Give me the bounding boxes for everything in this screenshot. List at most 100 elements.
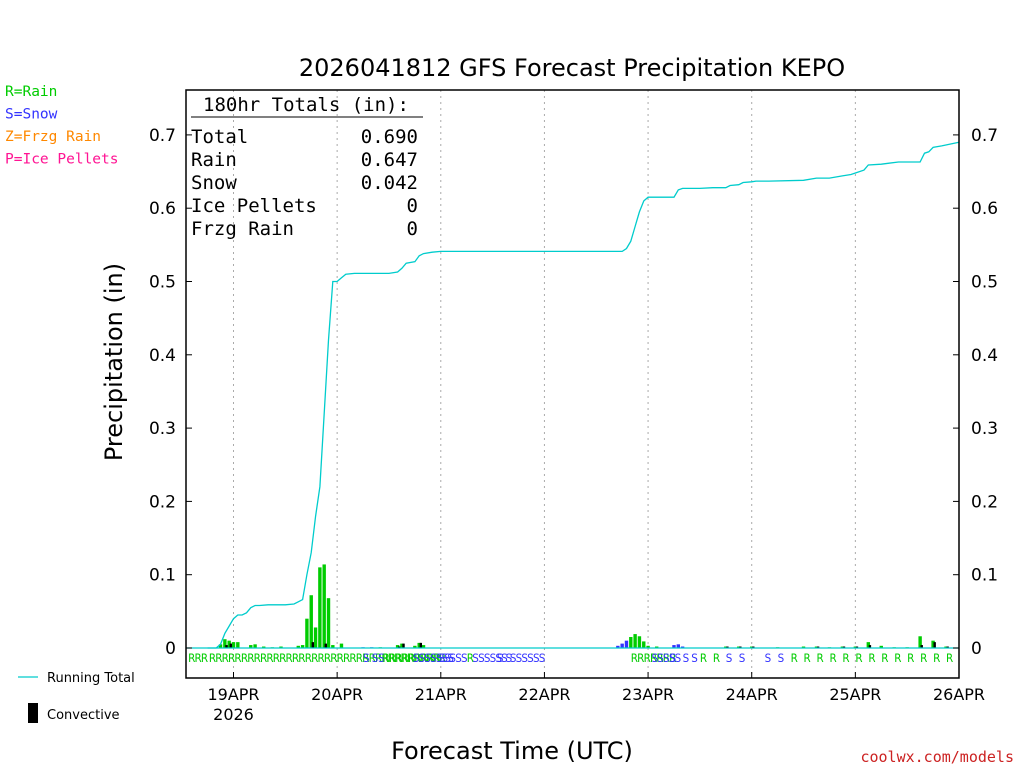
convective-bar-9 [752, 646, 755, 648]
precip-type-mark-29: R [842, 651, 849, 665]
y-tick-label-right: 0.4 [971, 346, 998, 366]
precip-type-mark-11: S [497, 651, 503, 665]
precip-type-mark-26: R [804, 651, 811, 665]
precip-type-mark-20: R [713, 651, 720, 665]
precip-bar-44 [801, 646, 806, 648]
precip-bar-12 [305, 618, 309, 648]
precip-type-mark-8: SSS [449, 651, 467, 665]
running-total-line [207, 141, 960, 649]
precip-bar-9 [279, 646, 283, 648]
convective-bar-6 [419, 642, 422, 648]
precip-bar-0 [218, 644, 223, 648]
convective-bar-0 [225, 645, 228, 648]
convective-bar-14 [920, 645, 923, 648]
precip-type-mark-25: R [791, 651, 798, 665]
totals-box: 180hr Totals (in): Total 0.690 Rain 0.647 Sn… [191, 94, 423, 240]
precip-type-mark-7: SS [439, 651, 451, 665]
legend-type-S: S=Snow [5, 107, 58, 123]
precip-bars [218, 564, 948, 649]
totals-row-label: Rain [191, 149, 237, 171]
convective-bar-8 [739, 646, 742, 648]
precip-bar-14 [313, 627, 318, 648]
precip-type-mark-31: R [868, 651, 875, 665]
precip-type-mark-13: SSSSSS [510, 651, 545, 665]
precip-bar-55 [944, 646, 948, 648]
x-tick-label: 25APR [829, 685, 881, 704]
precip-bar-18 [331, 645, 335, 648]
precip-bar-27 [421, 645, 426, 648]
precip-bar-4 [236, 642, 240, 648]
totals-row-value: 0 [407, 218, 418, 240]
precip-bar-50 [879, 645, 883, 648]
totals-row-label: Snow [191, 172, 237, 194]
running-total-line-group [186, 141, 960, 649]
precip-bar-36 [655, 646, 659, 648]
precip-type-mark-3: S [372, 651, 378, 665]
precip-bar-34 [642, 641, 646, 648]
x-axis-label: Forecast Time (UTC) [391, 737, 633, 765]
precip-bar-17 [326, 598, 331, 648]
y-tick-label-left: 0.1 [149, 566, 176, 586]
precip-bar-6 [253, 644, 257, 648]
precip-type-mark-18: S [691, 651, 697, 665]
convective-swatch [28, 703, 38, 723]
precip-bar-25 [413, 645, 417, 648]
precip-type-mark-35: R [920, 651, 927, 665]
precip-bar-16 [322, 564, 326, 648]
precip-type-mark-6: SSSSSSS [413, 651, 454, 665]
precip-bar-19 [339, 643, 344, 648]
convective-bar-1 [229, 643, 232, 648]
precip-type-mark-2: S [363, 651, 369, 665]
precip-bar-35 [646, 645, 650, 648]
y-tick-label-right: 0 [971, 639, 982, 659]
x-tick-label: 26APR [933, 685, 985, 704]
convective-bar-2 [311, 642, 315, 648]
precip-bar-24 [400, 643, 404, 648]
precip-bar-38 [676, 644, 681, 648]
precip-bar-7 [262, 646, 266, 648]
convective-bar-10 [816, 646, 820, 648]
x-tick-label: 21APR [415, 685, 467, 704]
precip-bar-37 [672, 645, 676, 648]
precip-bar-49 [866, 642, 871, 648]
precip-bar-5 [249, 645, 253, 648]
precip-type-mark-14: RRRRRRR [631, 651, 676, 665]
precip-bar-31 [629, 637, 633, 648]
y-tick-label-left: 0.4 [149, 346, 176, 366]
convective-bar-11 [842, 646, 846, 648]
convective-bar-7 [726, 646, 729, 648]
x-tick-year-label: 2026 [213, 705, 254, 724]
series-legend: Running Total Convective [18, 671, 135, 723]
y-tick-label-right: 0.7 [971, 126, 998, 146]
precip-bar-30 [624, 640, 629, 648]
x-tick-label: 23APR [622, 685, 674, 704]
precip-type-mark-32: R [881, 651, 888, 665]
precip-type-mark-34: R [907, 651, 914, 665]
precip-type-mark-0: RRR [188, 651, 208, 665]
x-tick-label: 22APR [518, 685, 570, 704]
convective-legend-label: Convective [47, 708, 120, 723]
precip-type-mark-12: S [506, 651, 512, 665]
precip-type-mark-19: R [700, 651, 707, 665]
precip-bar-29 [620, 643, 624, 648]
precip-bar-1 [223, 639, 227, 648]
y-tick-label-left: 0.2 [149, 492, 176, 512]
precip-bar-13 [309, 595, 313, 648]
totals-row-value: 0.647 [361, 149, 418, 171]
precip-type-mark-28: R [829, 651, 836, 665]
convective-bar-12 [855, 646, 859, 648]
x-tick-label: 24APR [726, 685, 778, 704]
convective-bar-13 [868, 645, 872, 648]
x-tick-label: 19APR [207, 685, 259, 704]
totals-row-value: 0.690 [361, 126, 418, 148]
precip-type-mark-5: RRRRRRRRR [382, 651, 440, 665]
legend-type-P: P=Ice Pellets [5, 152, 119, 168]
precip-bar-53 [918, 636, 922, 648]
precip-bar-48 [853, 646, 858, 648]
right-y-ticks: 0 0.1 0.2 0.3 0.4 0.5 0.6 0.7 [953, 126, 998, 659]
watermark: coolwx.com/models [860, 748, 1014, 766]
precip-bar-15 [318, 567, 322, 648]
convective-bar-15 [933, 642, 936, 648]
precip-bar-45 [814, 646, 819, 648]
